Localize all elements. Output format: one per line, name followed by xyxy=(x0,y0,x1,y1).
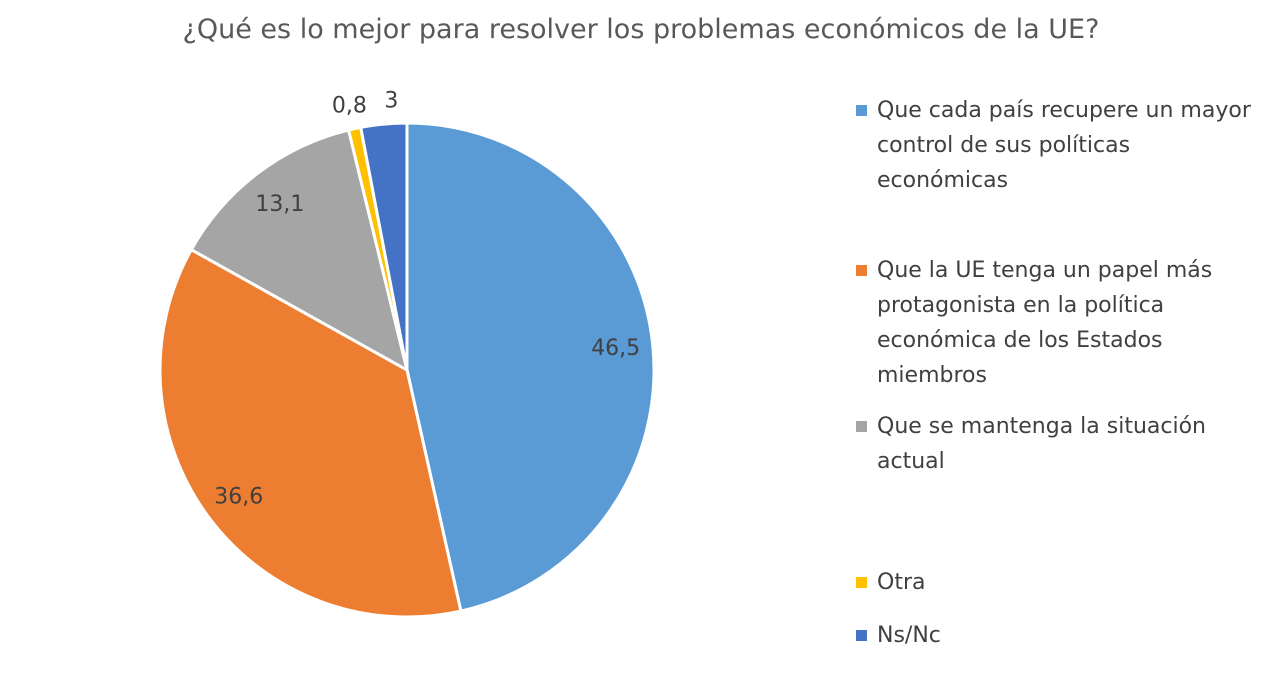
legend-swatch xyxy=(856,630,867,641)
data-label-4: 3 xyxy=(384,89,398,114)
legend-item-2: Que se mantenga la situación actual xyxy=(856,409,1266,479)
legend-item-1: Que la UE tenga un papel más protagonist… xyxy=(856,253,1266,393)
legend-item-0: Que cada país recupere un mayor control … xyxy=(856,93,1266,198)
data-label-0: 46,5 xyxy=(591,336,640,361)
pie-slice-1 xyxy=(158,247,463,619)
pie-slice-4 xyxy=(358,121,409,371)
legend-swatch xyxy=(856,577,867,588)
pie-slice-0 xyxy=(405,121,656,613)
data-label-3: 0,8 xyxy=(332,93,367,118)
legend-label: Que cada país recupere un mayor control … xyxy=(877,98,1251,193)
pie-chart: 46,5 36,6 13,1 0,8 3 xyxy=(158,89,656,619)
legend-label: Que la UE tenga un papel más protagonist… xyxy=(877,258,1213,388)
legend-swatch xyxy=(856,265,867,276)
legend-label: Otra xyxy=(877,570,926,595)
chart-title: ¿Qué es lo mejor para resolver los probl… xyxy=(182,14,1100,45)
legend-item-3: Otra xyxy=(856,565,1266,600)
legend-label: Ns/Nc xyxy=(877,623,941,648)
data-label-2: 13,1 xyxy=(255,192,304,217)
legend-label: Que se mantenga la situación actual xyxy=(877,414,1207,474)
legend-swatch xyxy=(856,105,867,116)
data-label-1: 36,6 xyxy=(214,485,263,510)
pie-slice-2 xyxy=(189,128,410,373)
legend-item-4: Ns/Nc xyxy=(856,618,1266,653)
legend-swatch xyxy=(856,421,867,432)
